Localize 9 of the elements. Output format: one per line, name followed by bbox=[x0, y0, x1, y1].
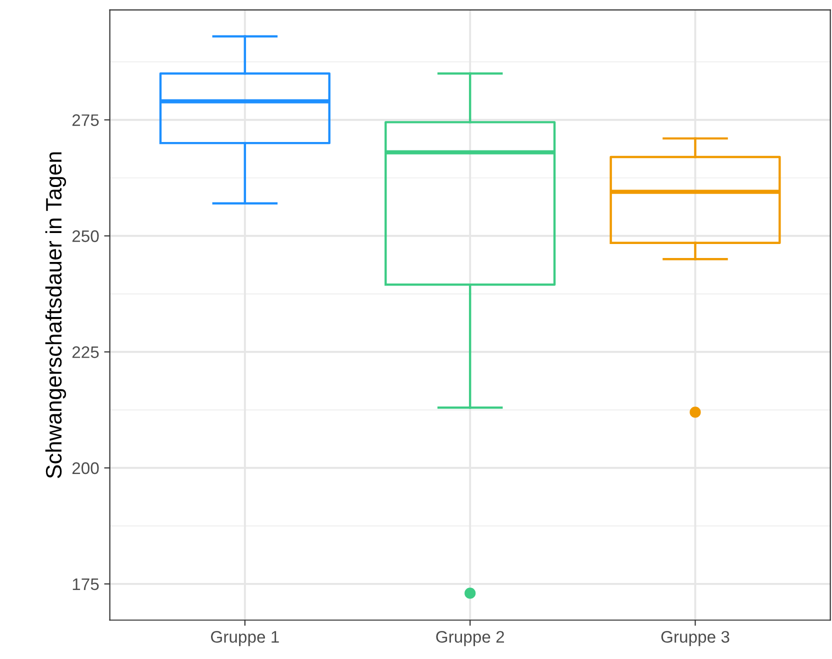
x-tick-label: Gruppe 2 bbox=[436, 630, 504, 646]
x-tick-label: Gruppe 3 bbox=[661, 630, 730, 646]
y-tick-label: 200 bbox=[72, 462, 99, 474]
y-tick-label: 275 bbox=[72, 114, 99, 126]
x-tick-label: Gruppe 1 bbox=[211, 630, 279, 646]
y-axis-title: Schwangerschaftsdauer in Tagen bbox=[45, 152, 66, 478]
y-tick-label: 175 bbox=[72, 578, 99, 590]
y-tick-label: 225 bbox=[72, 346, 99, 358]
y-tick-label: 250 bbox=[72, 230, 99, 242]
